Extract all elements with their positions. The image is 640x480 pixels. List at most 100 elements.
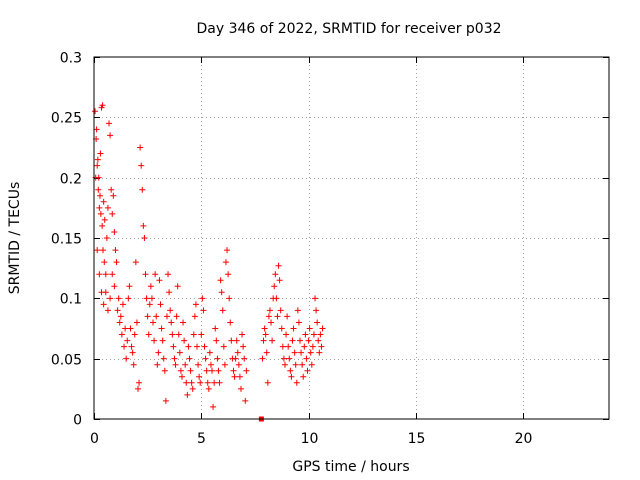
- data-point: [314, 319, 321, 326]
- data-point: [310, 331, 317, 338]
- data-point: [129, 349, 136, 356]
- data-point: [227, 319, 234, 326]
- data-point: [159, 337, 166, 344]
- data-point: [166, 289, 173, 296]
- data-point: [124, 337, 131, 344]
- data-point: [288, 373, 295, 380]
- data-point: [150, 319, 157, 326]
- data-point: [130, 361, 137, 368]
- data-point: [237, 385, 244, 392]
- data-point: [265, 313, 272, 320]
- data-point: [299, 361, 306, 368]
- data-point: [213, 337, 220, 344]
- data-point: [102, 289, 109, 296]
- data-point: [142, 271, 149, 278]
- data-point: [157, 301, 164, 308]
- data-point: [221, 361, 228, 368]
- data-point: [153, 313, 160, 320]
- data-point: [106, 120, 113, 127]
- data-point: [216, 379, 223, 386]
- data-point: [133, 319, 140, 326]
- data-point: [168, 319, 175, 326]
- data-point: [145, 331, 152, 338]
- data-point: [100, 301, 107, 308]
- data-point: [284, 313, 291, 320]
- data-point: [185, 343, 192, 350]
- data-point: [303, 355, 310, 362]
- data-point: [99, 102, 106, 109]
- data-point: [96, 204, 103, 211]
- data-point: [293, 379, 300, 386]
- data-point: [170, 343, 177, 350]
- data-point: [119, 301, 126, 308]
- data-point: [187, 367, 194, 374]
- data-point: [132, 259, 139, 266]
- data-point: [182, 361, 189, 368]
- data-point: [286, 355, 293, 362]
- data-point: [199, 295, 206, 302]
- data-point: [287, 367, 294, 374]
- data-point: [155, 349, 162, 356]
- data-point: [242, 397, 249, 404]
- data-point: [309, 343, 316, 350]
- x-axis-label: GPS time / hours: [292, 459, 409, 475]
- data-point: [200, 307, 207, 314]
- data-point: [122, 325, 129, 332]
- data-point: [113, 259, 120, 266]
- data-point: [143, 295, 150, 302]
- data-point: [128, 343, 135, 350]
- data-point: [275, 262, 282, 269]
- data-point: [109, 210, 116, 217]
- data-point: [305, 337, 312, 344]
- data-point: [295, 319, 302, 326]
- data-point: [222, 259, 229, 266]
- data-point: [259, 355, 266, 362]
- data-point: [146, 301, 153, 308]
- data-point: [138, 162, 145, 169]
- data-point: [141, 235, 148, 241]
- data-point: [97, 210, 104, 217]
- data-point: [306, 325, 313, 332]
- data-point: [231, 373, 238, 380]
- data-point: [96, 271, 103, 278]
- x-tick-label: 15: [408, 431, 426, 447]
- data-point: [197, 379, 204, 386]
- x-tick-label: 0: [90, 431, 99, 447]
- data-point: [217, 277, 224, 284]
- plot-frame: [93, 56, 610, 420]
- data-point: [104, 204, 111, 211]
- data-point: [107, 132, 114, 139]
- data-point: [219, 307, 226, 314]
- data-point: [126, 283, 133, 290]
- data-point: [139, 186, 146, 193]
- y-axis-label: SRMTID / TECUs: [7, 182, 23, 295]
- data-point: [307, 349, 314, 356]
- data-point: [232, 355, 239, 362]
- data-point: [233, 337, 240, 344]
- data-point: [186, 355, 193, 362]
- data-point: [190, 331, 197, 338]
- data-point: [234, 349, 241, 356]
- data-point: [224, 247, 231, 254]
- data-point: [92, 108, 99, 115]
- y-tick-label: 0.2: [60, 172, 82, 188]
- data-point: [302, 331, 309, 338]
- data-point: [148, 295, 155, 302]
- data-point: [163, 313, 170, 320]
- data-point: [294, 307, 301, 314]
- data-point: [204, 379, 211, 386]
- data-point: [121, 343, 128, 350]
- grid-lines: [94, 57, 609, 419]
- data-point: [116, 319, 123, 326]
- data-point: [131, 331, 138, 338]
- data-point: [94, 247, 101, 254]
- data-point: [278, 325, 285, 332]
- data-point: [240, 343, 247, 350]
- data-point: [203, 367, 210, 374]
- data-point: [114, 307, 121, 314]
- data-point: [95, 174, 102, 181]
- data-point: [177, 367, 184, 374]
- data-point: [313, 307, 320, 314]
- data-point: [279, 343, 286, 350]
- data-point: [174, 283, 181, 290]
